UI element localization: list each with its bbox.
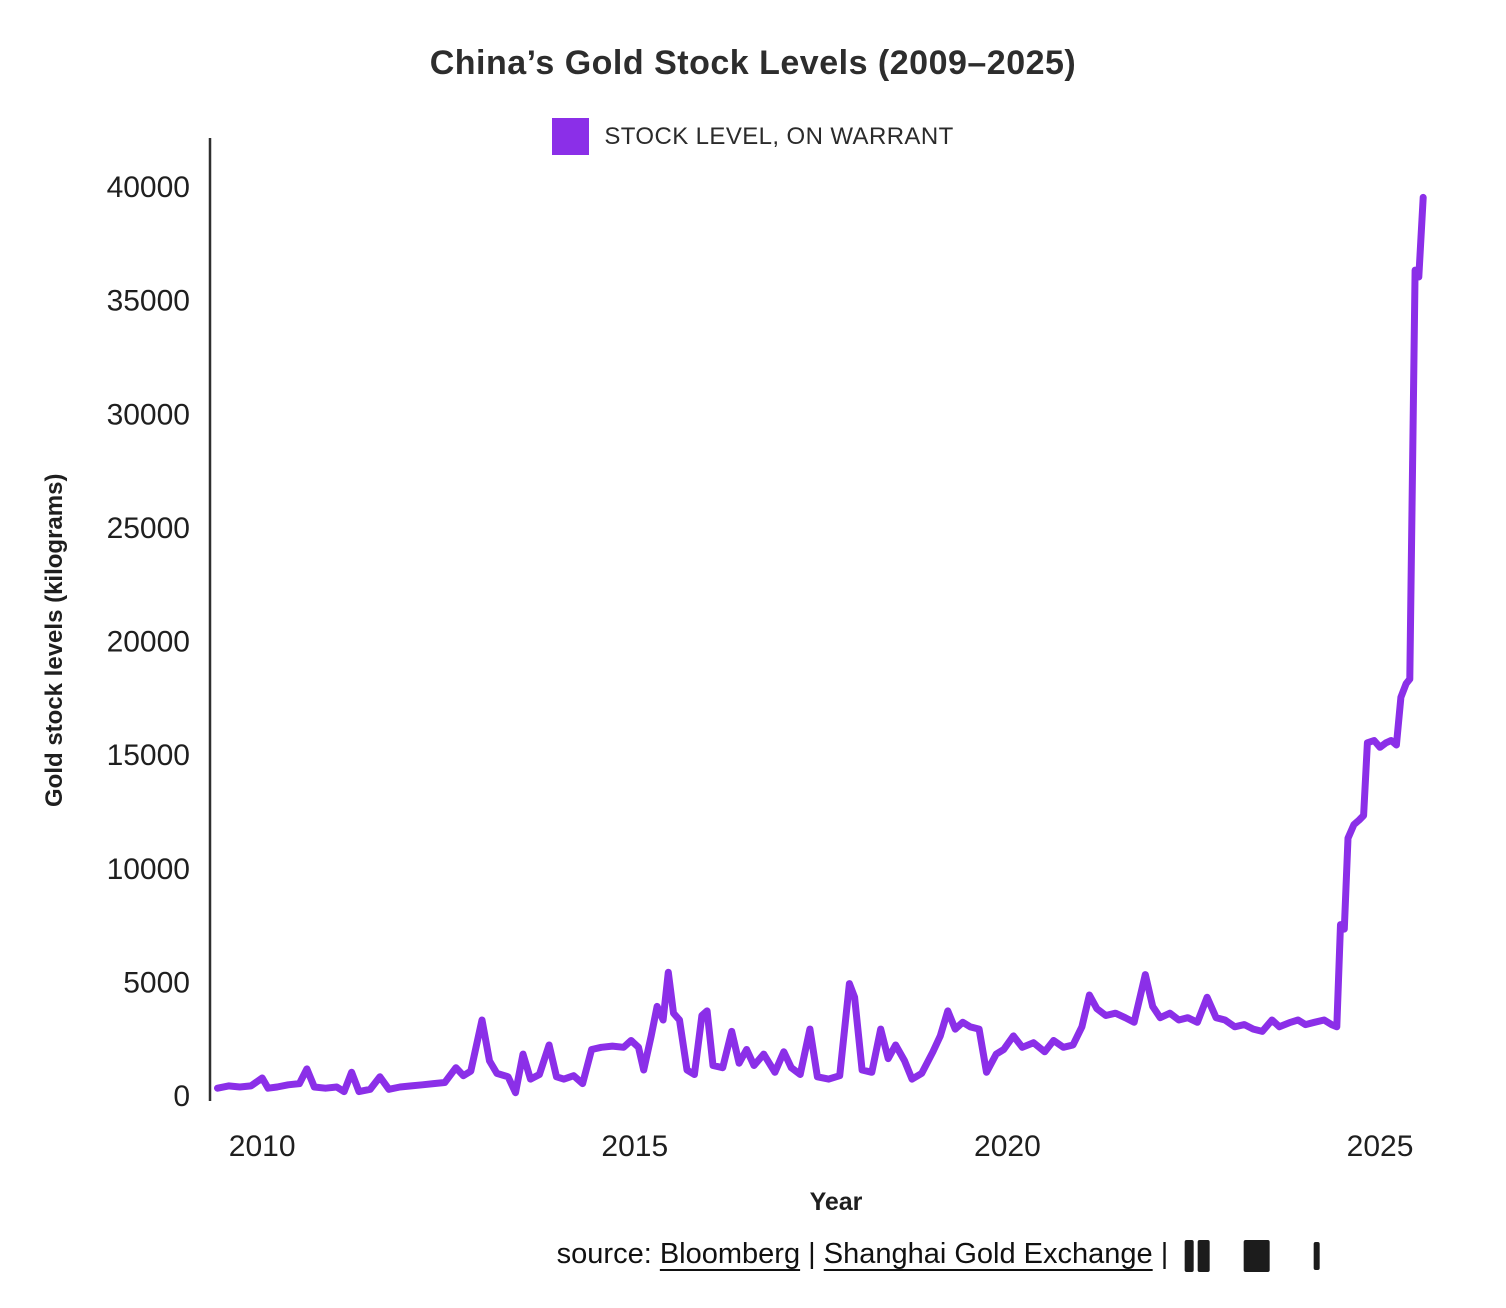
legend: STOCK LEVEL, ON WARRANT — [0, 118, 1506, 155]
y-tick-label: 35000 — [107, 285, 190, 318]
y-tick-label: 30000 — [107, 398, 190, 431]
y-tick-label: 15000 — [107, 739, 190, 772]
x-axis-label: Year — [809, 1188, 863, 1216]
x-tick-label: 2015 — [601, 1130, 668, 1163]
legend-swatch-icon — [552, 118, 590, 155]
source-link-bloomberg[interactable]: Bloomberg — [659, 1238, 801, 1270]
y-tick-label: 25000 — [107, 512, 190, 545]
y-tick-label: 0 — [173, 1080, 190, 1113]
stock-level-line — [214, 193, 1427, 1097]
x-tick-label: 2020 — [974, 1130, 1041, 1163]
source-separator: | — [800, 1238, 824, 1270]
x-tick-label: 2025 — [1347, 1130, 1414, 1163]
y-tick-label: 40000 — [107, 171, 190, 204]
y-tick-label: 20000 — [107, 626, 190, 659]
redacted-watermark — [1184, 1239, 1320, 1273]
x-tick-label: 2010 — [229, 1130, 296, 1163]
y-tick-label: 10000 — [107, 853, 190, 886]
legend-label: STOCK LEVEL, ON WARRANT — [604, 122, 954, 150]
source-prefix: source: — [556, 1238, 660, 1270]
chart-title: China’s Gold Stock Levels (2009–2025) — [429, 44, 1077, 82]
source-link-shanghai-gold-exchange[interactable]: Shanghai Gold Exchange — [823, 1238, 1153, 1270]
source-separator: | — [1152, 1238, 1177, 1270]
y-tick-label: 5000 — [123, 966, 190, 999]
source-line: source: Bloomberg | Shanghai Gold Exchan… — [556, 1238, 1320, 1273]
